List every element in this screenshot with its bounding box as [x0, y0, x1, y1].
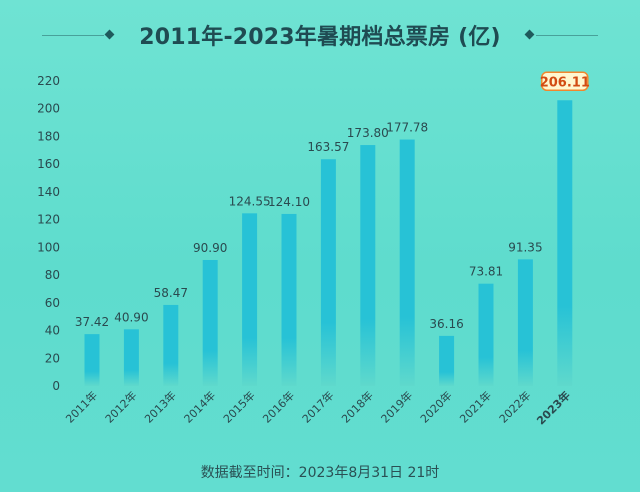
x-tick-label: 2022年 [496, 388, 533, 425]
value-label: 73.81 [469, 265, 503, 279]
bar [281, 213, 297, 386]
bar [242, 213, 258, 386]
value-label: 37.42 [75, 315, 109, 329]
chart-title: 2011年-2023年暑期档总票房 (亿) [139, 25, 501, 50]
x-tick-label: 2019年 [378, 388, 415, 425]
x-tick-label: 2015年 [220, 388, 257, 425]
y-tick-label: 60 [45, 296, 60, 310]
value-label: 177.78 [386, 121, 428, 135]
value-label: 124.10 [268, 195, 310, 209]
x-tick-label: 2013年 [141, 388, 178, 425]
y-tick-label: 160 [37, 157, 60, 171]
value-label: 40.90 [114, 310, 148, 324]
bar [517, 259, 533, 386]
y-tick-label: 20 [45, 351, 60, 365]
y-tick-label: 220 [37, 74, 60, 88]
bar [439, 335, 455, 386]
bars-group [84, 100, 573, 386]
data-timestamp-note: 数据截至时间：2023年8月31日 21时 [200, 465, 440, 481]
bar [163, 304, 179, 386]
bar [557, 100, 573, 386]
y-tick-label: 180 [37, 129, 60, 143]
y-axis: 0 20 40 60 80 100 120 140 160 180 200 220 [37, 74, 60, 393]
x-tick-label: 2011年 [63, 388, 100, 425]
value-labels: 37.42 40.9058.4790.90124.55124.10163.5717… [75, 71, 590, 331]
x-tick-label: 2014年 [181, 388, 218, 425]
bar [320, 159, 336, 386]
bar [478, 283, 494, 386]
title-divider-left [42, 35, 104, 36]
bar [360, 145, 376, 386]
bar [399, 139, 415, 386]
value-label: 90.90 [193, 241, 227, 255]
y-tick-label: 40 [45, 324, 60, 338]
y-tick-label: 120 [37, 213, 60, 227]
highlight-label-box [541, 71, 589, 92]
value-label-highlight: 206.11 [540, 75, 590, 90]
y-tick-label: 140 [37, 185, 60, 199]
x-tick-label: 2021年 [457, 388, 494, 425]
value-label: 58.47 [154, 286, 188, 300]
value-label: 163.57 [307, 140, 349, 154]
x-tick-label: 2020年 [417, 388, 454, 425]
value-label: 36.16 [429, 317, 463, 331]
title-area: 2011年-2023年暑期档总票房 (亿) [0, 10, 640, 60]
title-divider-right [536, 35, 598, 36]
x-tick-label: 2012年 [102, 388, 139, 425]
x-tick-label: 2018年 [338, 388, 375, 425]
value-label: 173.80 [347, 126, 389, 140]
x-tick-label: 2016年 [260, 388, 297, 425]
x-tick-label: 2017年 [299, 388, 336, 425]
bar [84, 334, 100, 386]
y-tick-label: 0 [52, 379, 60, 393]
bar [123, 329, 139, 386]
y-tick-label: 200 [37, 102, 60, 116]
y-tick-label: 100 [37, 240, 60, 254]
bar [202, 259, 218, 386]
x-tick-label: 2023年 [534, 388, 573, 427]
value-label: 91.35 [508, 240, 542, 254]
bar-chart: 0 20 40 60 80 100 120 140 160 180 200 220 37.42 40.9… [37, 71, 590, 428]
x-axis: 2011年 2012年 2013年 2014年 2015年 2016年 2017年 2018年… [63, 388, 573, 427]
value-label: 124.55 [229, 194, 271, 208]
y-tick-label: 80 [45, 268, 60, 282]
